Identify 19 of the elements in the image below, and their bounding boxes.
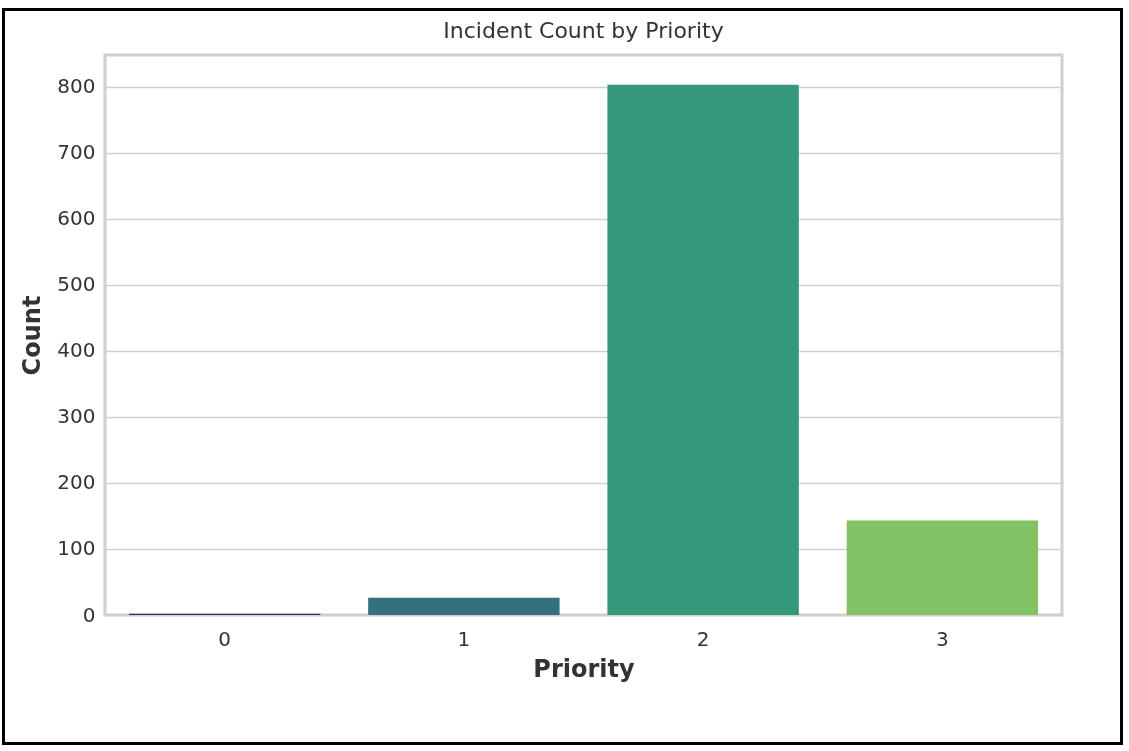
y-tick-label: 300 xyxy=(57,404,96,429)
y-tick-label: 500 xyxy=(57,272,96,297)
y-tick-label: 600 xyxy=(57,206,96,231)
y-axis-title: Count xyxy=(18,295,47,376)
y-tick-label: 100 xyxy=(57,536,96,561)
bar xyxy=(846,520,1039,615)
y-tick-label: 700 xyxy=(57,140,96,165)
x-axis-title: Priority xyxy=(533,654,636,683)
bar xyxy=(607,84,799,615)
chart-title: Incident Count by Priority xyxy=(443,18,724,43)
y-tick-label: 200 xyxy=(57,470,96,495)
x-tick-label: 2 xyxy=(696,626,710,651)
y-tick-label: 0 xyxy=(82,602,96,627)
x-tick-label: 1 xyxy=(457,626,471,651)
bar xyxy=(368,597,560,615)
y-tick-label: 800 xyxy=(57,74,96,99)
x-tick-label: 3 xyxy=(936,626,949,651)
y-tick-label: 400 xyxy=(57,338,96,363)
x-tick-label: 0 xyxy=(218,626,231,651)
